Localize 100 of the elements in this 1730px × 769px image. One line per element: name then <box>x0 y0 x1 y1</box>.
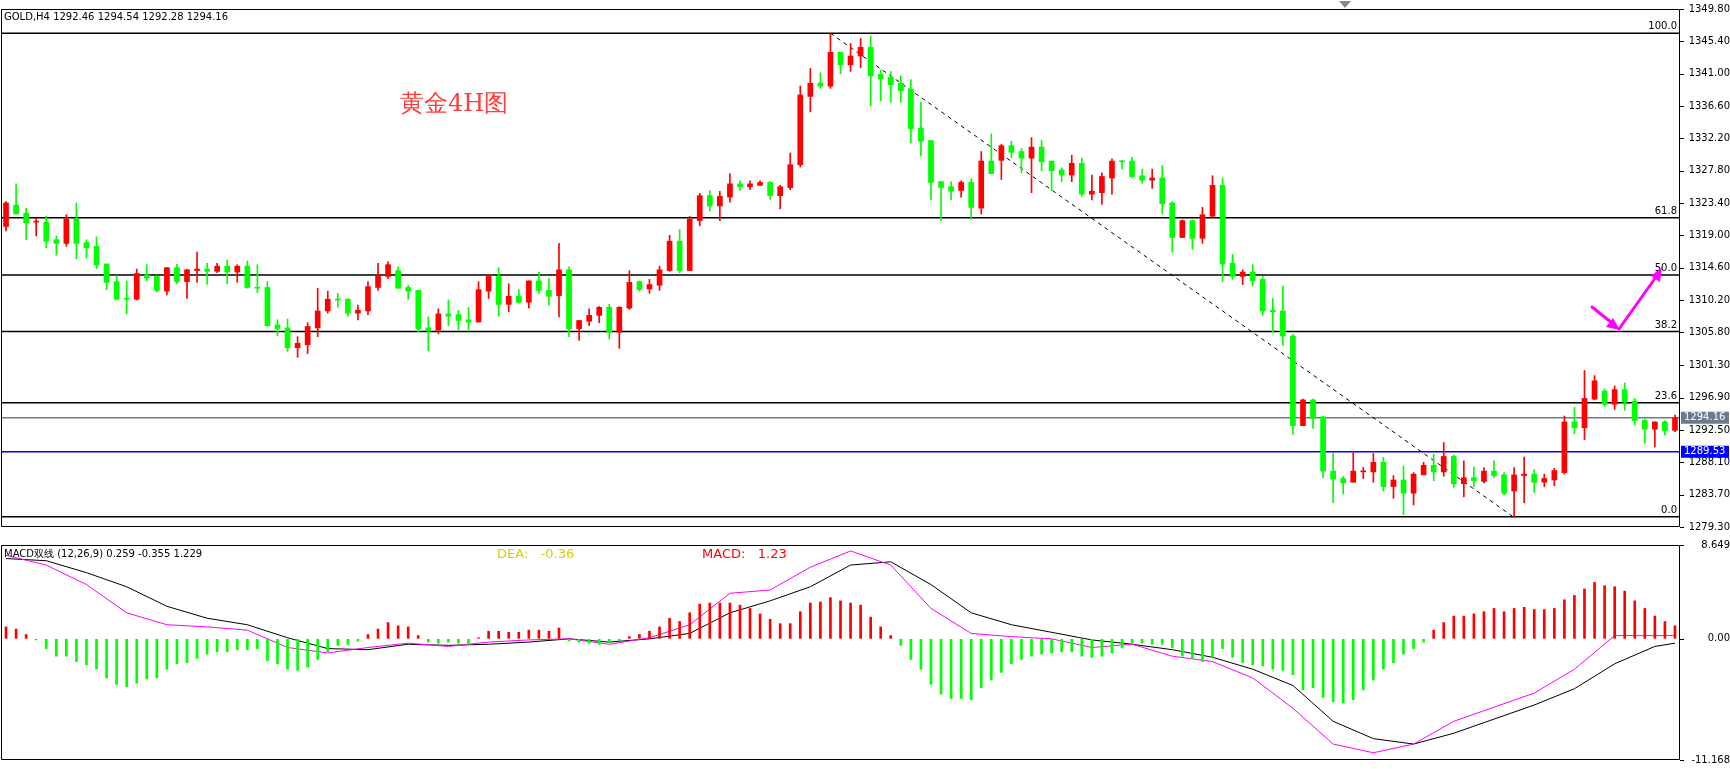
y-tick-label: 1292.50 <box>1688 423 1730 435</box>
bar <box>527 629 531 639</box>
bar <box>819 601 822 639</box>
bar <box>1010 639 1013 665</box>
bar <box>1412 639 1415 649</box>
bar <box>1211 639 1214 658</box>
bar <box>698 603 702 639</box>
bar <box>326 639 330 653</box>
bar <box>1020 639 1023 660</box>
y-tick-label: 1279.30 <box>1688 520 1730 532</box>
annotation: 0.0 <box>1661 503 1677 515</box>
y-tick-label: 1319.00 <box>1688 228 1730 240</box>
bar <box>788 623 792 639</box>
candlestick <box>1330 453 1336 504</box>
annotation: 黄金4H图 <box>400 89 509 117</box>
bar <box>1341 639 1345 704</box>
bar <box>457 639 460 644</box>
bar <box>869 616 872 639</box>
bar <box>1191 639 1194 659</box>
bar <box>979 639 983 688</box>
bar <box>447 639 450 643</box>
chart-title: MACD双线 (12,26,9) 0.259 -0.355 1.229 <box>4 548 203 559</box>
bar <box>1563 599 1566 639</box>
y-tick-label: 1341.00 <box>1688 67 1730 79</box>
bar <box>617 639 621 642</box>
y-tick-label: 1310.20 <box>1688 293 1730 305</box>
bar <box>1181 639 1184 657</box>
bar <box>1170 639 1174 648</box>
y-tick-label: 1323.40 <box>1688 196 1730 208</box>
bar <box>1573 595 1576 639</box>
bar <box>316 639 320 660</box>
bar <box>95 639 98 670</box>
bar <box>105 639 108 679</box>
bar <box>1361 639 1365 691</box>
bar <box>1452 615 1456 639</box>
bar <box>406 626 410 639</box>
candlestick <box>1119 160 1125 170</box>
bar <box>1261 639 1265 667</box>
bar <box>65 639 68 657</box>
y-tick-label: 8.649 <box>1701 538 1730 550</box>
bar <box>889 635 893 639</box>
y-tick-label: 1336.60 <box>1688 99 1730 111</box>
bar <box>708 602 712 639</box>
bar <box>1271 639 1275 670</box>
bar <box>1070 639 1074 653</box>
bar <box>245 639 249 651</box>
bar <box>85 639 88 666</box>
bar <box>638 634 641 639</box>
candlestick <box>1089 174 1095 201</box>
bar <box>44 639 48 649</box>
bar <box>1251 639 1255 666</box>
bar <box>1633 600 1637 639</box>
bar <box>497 630 500 639</box>
y-tick-label: 1345.40 <box>1688 34 1730 46</box>
bar <box>1241 639 1244 664</box>
y-tick-label: -11.168 <box>1691 753 1730 765</box>
bar <box>1542 609 1546 639</box>
bar <box>1030 639 1033 657</box>
annotation: MACD: 1.23 <box>702 546 787 562</box>
bar <box>467 639 470 645</box>
bar <box>256 639 259 649</box>
candlestick <box>887 71 894 103</box>
bar <box>1613 586 1616 639</box>
chart-title: GOLD,H4 1292.46 1294.54 1292.28 1294.16 <box>4 11 229 22</box>
annotation: DEA: -0.36 <box>497 546 575 562</box>
bar <box>607 639 611 643</box>
bar <box>1422 639 1425 643</box>
bar <box>849 602 852 639</box>
bar <box>125 639 128 687</box>
bar <box>145 639 149 680</box>
y-tick-label: 1288.10 <box>1688 455 1730 467</box>
bar <box>487 630 490 639</box>
bar <box>1603 585 1606 639</box>
bar <box>809 602 812 639</box>
bar <box>1201 639 1204 662</box>
bar <box>628 636 631 639</box>
y-tick-label: 1305.80 <box>1688 325 1730 337</box>
bar <box>416 635 420 639</box>
candlestick <box>1149 168 1155 189</box>
bar <box>1583 588 1586 639</box>
bar <box>1623 590 1627 639</box>
y-tick-label: 1283.70 <box>1688 488 1730 500</box>
bar <box>678 621 681 639</box>
bar <box>135 639 139 684</box>
y-tick-label: 1314.60 <box>1688 261 1730 273</box>
candlestick <box>224 259 231 285</box>
bar <box>1050 639 1053 654</box>
bar <box>798 611 802 639</box>
bar <box>1080 639 1084 657</box>
bar <box>1593 582 1596 639</box>
annotation: 50.0 <box>1654 261 1677 273</box>
bar <box>829 597 832 639</box>
bar <box>426 639 430 643</box>
bar <box>75 639 78 662</box>
bar <box>688 612 692 639</box>
bar <box>507 632 511 639</box>
bar <box>1231 639 1234 658</box>
bar <box>54 639 58 657</box>
bar <box>1442 622 1446 639</box>
bar <box>1351 639 1355 700</box>
